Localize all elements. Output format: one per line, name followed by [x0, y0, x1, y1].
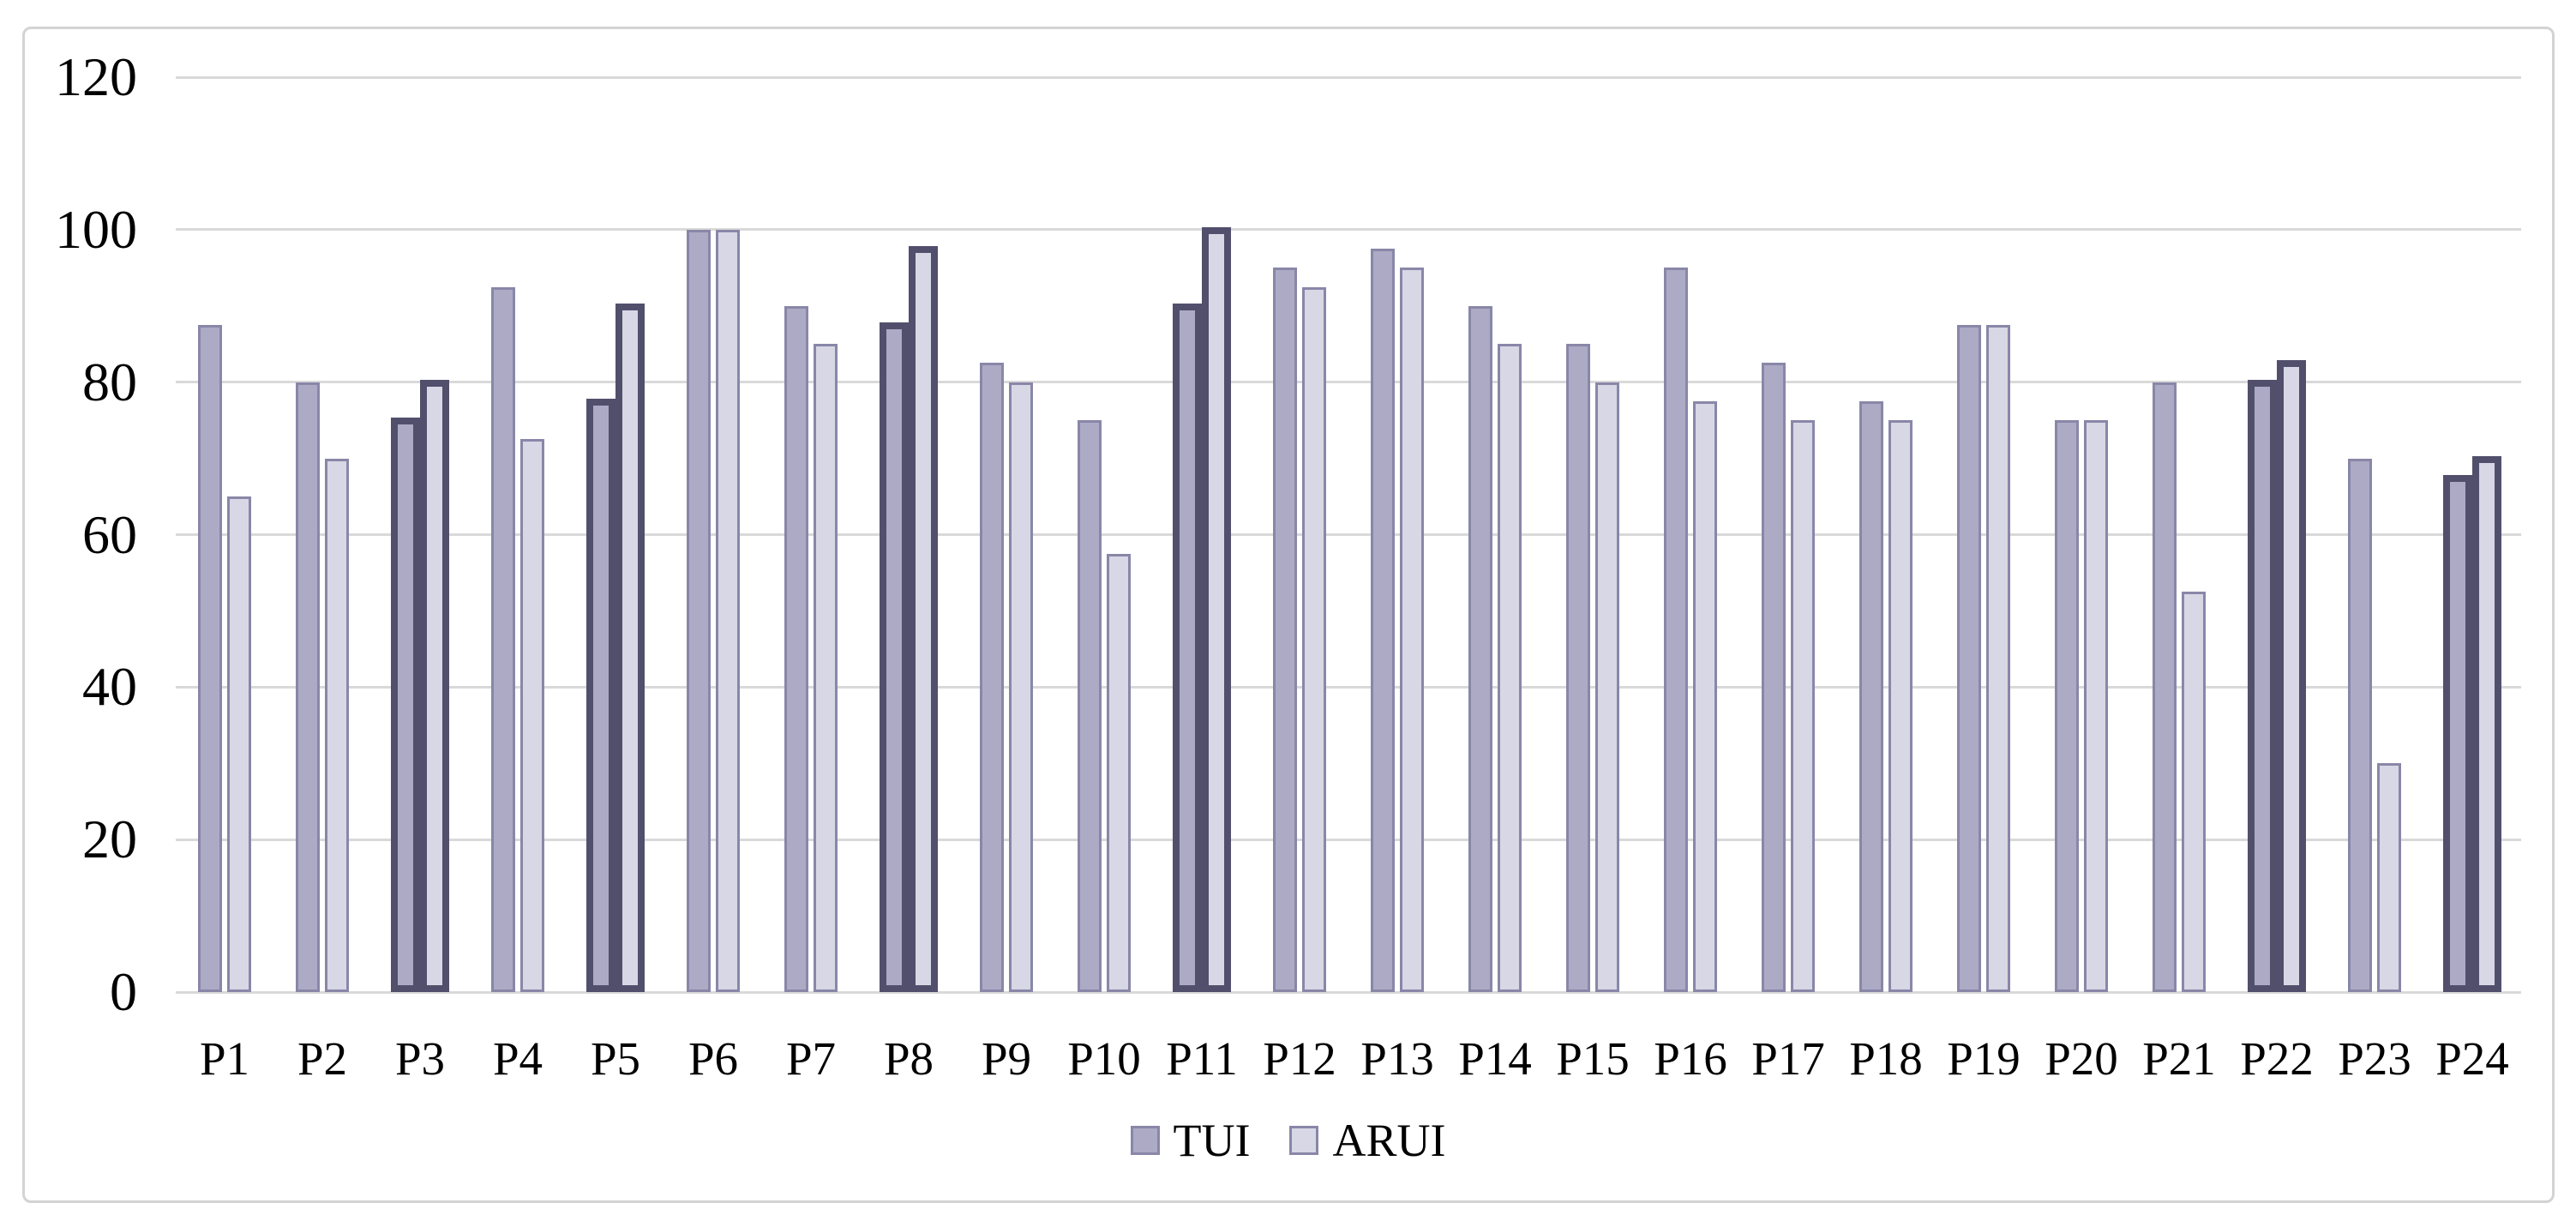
x-axis-tick-label-p9: P9: [981, 1032, 1032, 1085]
bar-arui-p19: [1986, 325, 2010, 992]
x-axis-tick-label-p8: P8: [883, 1032, 934, 1085]
x-axis-tick-label-p14: P14: [1458, 1032, 1532, 1085]
bar-tui-p22: [2248, 380, 2277, 992]
x-axis-tick-label-p4: P4: [492, 1032, 543, 1085]
y-axis-tick-label: 80: [82, 352, 137, 412]
bar-arui-p3: [420, 380, 449, 992]
bar-arui-p16: [1693, 401, 1717, 992]
bar-tui-p8: [880, 322, 909, 992]
bar-arui-p23: [2377, 763, 2401, 992]
bar-arui-p11: [1202, 227, 1231, 992]
gridline-y-20: [176, 839, 2521, 841]
legend-item-arui: ARUI: [1289, 1117, 1445, 1164]
bar-arui-p9: [1009, 382, 1033, 992]
x-axis-tick-label-p24: P24: [2435, 1032, 2509, 1085]
gridline-y-60: [176, 533, 2521, 536]
bar-tui-p13: [1371, 249, 1395, 992]
x-axis-tick-label-p15: P15: [1556, 1032, 1630, 1085]
bar-tui-p14: [1468, 306, 1492, 992]
y-axis-tick-label: 120: [55, 46, 137, 107]
bar-tui-p15: [1566, 344, 1590, 992]
chart-legend: TUI ARUI: [0, 1117, 2576, 1164]
bar-tui-p16: [1664, 268, 1688, 992]
bar-arui-p5: [615, 304, 645, 992]
bar-arui-p13: [1400, 268, 1424, 992]
bar-tui-p18: [1859, 401, 1883, 992]
bar-tui-p20: [2055, 420, 2079, 992]
x-axis-tick-label-p6: P6: [688, 1032, 739, 1085]
x-axis-tick-label-p3: P3: [394, 1032, 446, 1085]
x-axis-tick-label-p1: P1: [199, 1032, 250, 1085]
bar-tui-p3: [391, 418, 420, 992]
bar-arui-p21: [2182, 592, 2206, 992]
bar-arui-p4: [520, 439, 544, 992]
bar-tui-p10: [1078, 420, 1102, 992]
legend-swatch-tui: [1130, 1126, 1160, 1155]
bar-tui-p5: [586, 399, 615, 992]
x-axis-tick-label-p21: P21: [2142, 1032, 2216, 1085]
x-axis-tick-label-p2: P2: [297, 1032, 348, 1085]
x-axis-tick-label-p17: P17: [1751, 1032, 1825, 1085]
bar-arui-p1: [227, 496, 251, 992]
bar-arui-p10: [1107, 554, 1131, 992]
x-axis-tick-label-p7: P7: [785, 1032, 837, 1085]
x-axis-tick-label-p10: P10: [1067, 1032, 1141, 1085]
x-axis-tick-label-p16: P16: [1654, 1032, 1727, 1085]
bar-tui-p9: [980, 363, 1004, 992]
y-axis-tick-label: 60: [82, 504, 137, 565]
y-axis-tick-label: 40: [82, 656, 137, 717]
x-axis-tick-label-p11: P11: [1166, 1032, 1238, 1085]
y-axis-tick-label: 0: [110, 961, 137, 1022]
bar-arui-p20: [2084, 420, 2108, 992]
bar-arui-p8: [909, 246, 938, 992]
gridline-y-100: [176, 228, 2521, 231]
bar-arui-p2: [325, 459, 349, 992]
x-axis-tick-label-p22: P22: [2240, 1032, 2314, 1085]
bar-arui-p7: [814, 344, 838, 992]
x-axis-tick-label-p19: P19: [1947, 1032, 2021, 1085]
x-axis-tick-label-p12: P12: [1263, 1032, 1336, 1085]
y-axis-tick-label: 20: [82, 809, 137, 869]
bar-tui-p19: [1957, 325, 1981, 992]
legend-swatch-arui: [1289, 1126, 1319, 1155]
bar-tui-p24: [2443, 475, 2472, 992]
bar-arui-p6: [716, 230, 740, 992]
gridline-y-120: [176, 76, 2521, 79]
legend-label-arui: ARUI: [1332, 1115, 1446, 1166]
bar-tui-p7: [784, 306, 808, 992]
bar-arui-p12: [1302, 287, 1326, 992]
legend-item-tui: TUI: [1130, 1115, 1251, 1166]
bar-arui-p18: [1888, 420, 1912, 992]
bar-tui-p4: [491, 287, 515, 992]
x-axis-tick-label-p20: P20: [2045, 1032, 2118, 1085]
bar-arui-p24: [2472, 456, 2501, 992]
bar-tui-p12: [1273, 268, 1297, 992]
x-axis-tick-label-p18: P18: [1849, 1032, 1923, 1085]
x-axis-tick-label-p13: P13: [1360, 1032, 1434, 1085]
bar-tui-p2: [296, 382, 320, 992]
bar-arui-p17: [1791, 420, 1815, 992]
bar-arui-p15: [1595, 382, 1619, 992]
legend-label-tui: TUI: [1173, 1115, 1251, 1166]
bar-tui-p17: [1762, 363, 1786, 992]
gridline-y-40: [176, 686, 2521, 689]
x-axis-tick-label-p5: P5: [590, 1032, 641, 1085]
gridline-y-80: [176, 381, 2521, 383]
bar-tui-p21: [2153, 382, 2177, 992]
bar-arui-p22: [2277, 360, 2306, 992]
gridline-y-0: [176, 991, 2521, 994]
bar-tui-p6: [687, 230, 711, 992]
bar-tui-p23: [2348, 459, 2372, 992]
x-axis-tick-label-p23: P23: [2338, 1032, 2411, 1085]
bar-tui-p1: [198, 325, 222, 992]
bar-tui-p11: [1173, 304, 1202, 992]
bar-arui-p14: [1498, 344, 1522, 992]
y-axis-tick-label: 100: [55, 199, 137, 260]
